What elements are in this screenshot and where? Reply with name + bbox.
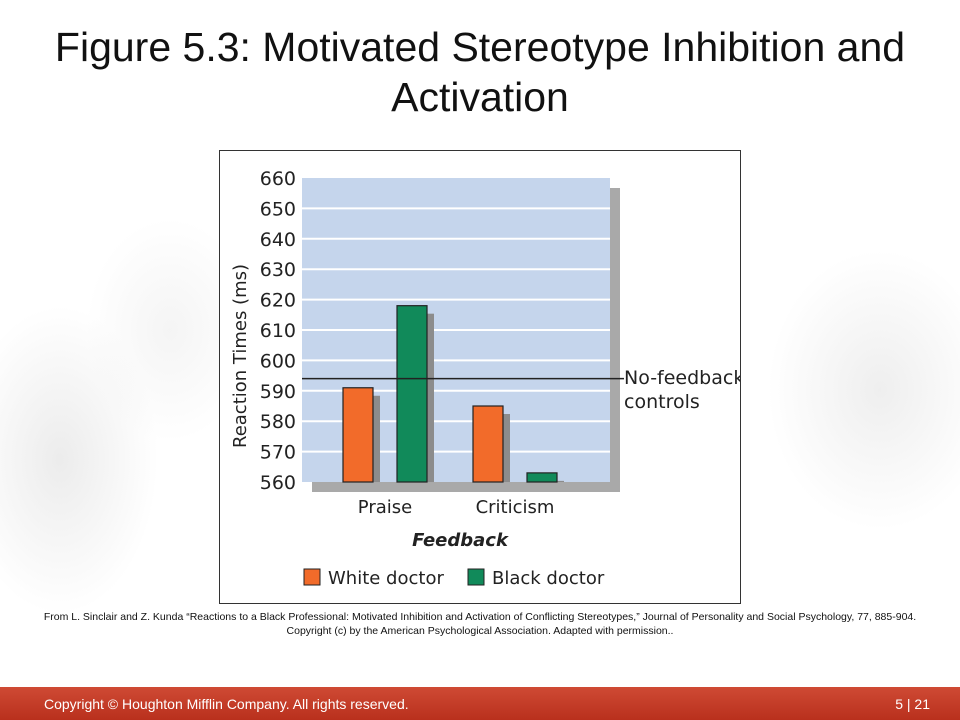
copyright-text: Copyright © Houghton Mifflin Company. Al… [44,696,409,712]
bar-white-doctor-criticism [472,405,504,483]
y-tick-label: 610 [260,320,296,342]
y-tick-label: 630 [260,259,296,281]
legend-swatch [303,568,321,586]
y-tick-label: 650 [260,198,296,220]
chart-figure: 660 650 640 630 620 610 600 590 580 570 560 Reactio… [219,150,741,604]
y-tick-label: 640 [260,229,296,251]
y-tick-label: 590 [260,381,296,403]
legend-label: White doctor [328,568,444,589]
legend-label: Black doctor [492,568,605,589]
y-tick-label: 600 [260,350,296,372]
x-axis-label: Feedback [412,530,509,551]
y-tick-label: 620 [260,290,296,312]
x-tick-label: Criticism [476,497,555,518]
reference-line-label: controls [624,391,700,413]
legend-swatch [467,568,485,586]
x-tick-label: Praise [358,497,412,518]
y-tick-label: 560 [260,472,296,494]
y-tick-label: 660 [260,168,296,190]
y-axis-label: Reaction Times (ms) [230,264,251,448]
slide-title: Figure 5.3: Motivated Stereotype Inhibit… [54,24,906,120]
source-credit: From L. Sinclair and Z. Kunda “Reactions… [43,611,917,637]
reference-line-label: No-feedback [624,367,740,389]
bar-black-doctor-praise [396,305,428,483]
bar-black-doctor-criticism [526,472,558,483]
y-tick-label: 580 [260,411,296,433]
bar-chart: 660 650 640 630 620 610 600 590 580 570 560 Reactio… [230,168,740,589]
bar-white-doctor-praise [342,387,374,483]
y-tick-label: 570 [260,442,296,464]
page-number: 5 | 21 [895,696,930,712]
footer-bar: Copyright © Houghton Mifflin Company. Al… [0,687,960,720]
